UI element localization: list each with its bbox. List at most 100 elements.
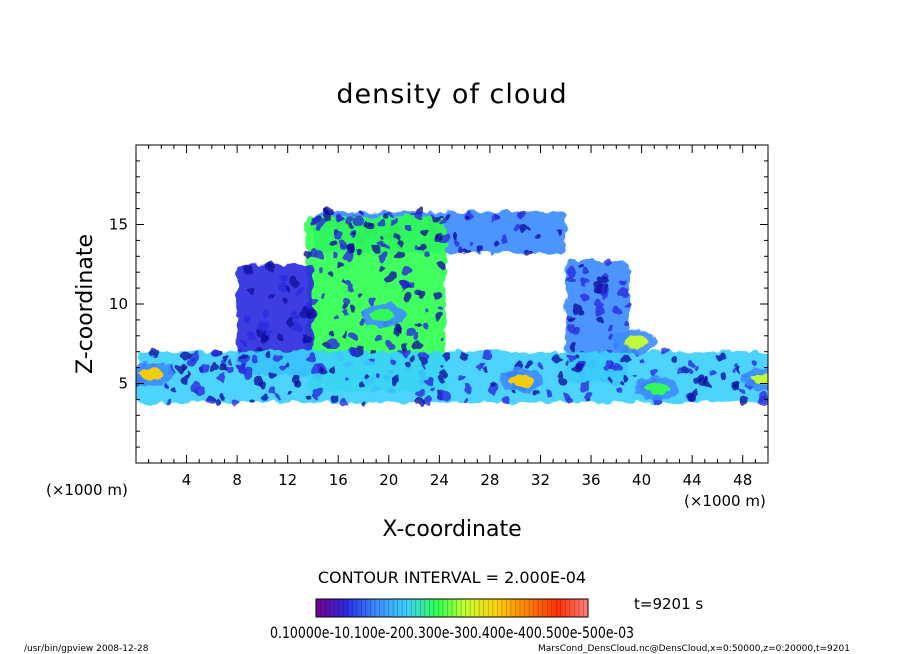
cloud-speckle — [453, 239, 461, 247]
cloud-speckle — [510, 390, 517, 396]
cloud-speckle — [458, 246, 465, 253]
cloud-speckle — [200, 362, 210, 373]
cloud-speckle — [394, 324, 404, 335]
cloud-speckle — [608, 349, 613, 354]
cloud-speckle — [416, 242, 423, 250]
cloud-speckle — [179, 363, 188, 372]
cloud-speckle — [393, 332, 399, 338]
x-tick-label: 4 — [182, 471, 192, 489]
cloud-speckle — [311, 219, 317, 224]
cloud-speckle — [265, 353, 271, 359]
cloud-speckle — [415, 389, 424, 398]
cloud-speckle — [418, 351, 427, 360]
cloud-speckle — [243, 265, 253, 275]
colorbar-stripes — [320, 600, 584, 616]
cloud-speckle — [393, 234, 400, 241]
cloud-speckle — [300, 308, 310, 319]
cloud-speckle — [229, 359, 234, 365]
cloud-speckle — [328, 330, 335, 337]
cloud-speckle — [466, 249, 471, 254]
cloud-speckle — [533, 391, 539, 396]
cloud-speckle — [524, 361, 531, 368]
cloud-speckle — [318, 367, 323, 372]
cloud-speckle — [580, 291, 590, 302]
cloud-speckle — [236, 363, 246, 372]
cloud-speckle — [390, 359, 397, 366]
x-unit-right: (×1000 m) — [684, 492, 766, 510]
cloud-speckle — [425, 376, 434, 385]
cloud-speckle — [564, 361, 569, 366]
cloud-speckle — [516, 212, 525, 221]
cloud-speckle — [457, 372, 466, 381]
cloud-speckle — [206, 397, 214, 405]
cloud-speckle — [345, 243, 356, 254]
cloud-speckle — [613, 363, 623, 372]
cloud-speckle — [407, 329, 414, 336]
cloud-speckle — [247, 332, 256, 340]
cloud-speckle — [394, 250, 405, 261]
high-density-core-center — [139, 367, 164, 380]
high-density-core-center — [750, 372, 768, 385]
cloud-speckle — [686, 392, 697, 403]
cloud-speckle — [596, 306, 605, 315]
cloud-speckle — [691, 389, 697, 395]
cloud-speckle — [307, 395, 313, 400]
cloud-speckle — [338, 239, 348, 250]
cloud-region-left-tower — [237, 264, 313, 376]
cloud-speckle — [422, 322, 431, 331]
cloud-speckle — [321, 212, 332, 222]
high-density-cores-layer — [136, 303, 768, 401]
cloud-speckle — [167, 398, 174, 404]
cloud-speckle — [489, 383, 495, 389]
cloud-speckle — [433, 290, 442, 300]
cloud-speckle — [650, 368, 658, 377]
cloud-speckle — [429, 387, 435, 393]
cloud-speckle — [315, 250, 325, 260]
cloud-speckle — [380, 233, 385, 239]
cloud-speckle — [290, 310, 300, 320]
cloud-speckle — [566, 275, 575, 284]
cloud-speckle — [386, 273, 397, 284]
cloud-speckle — [493, 241, 500, 248]
colorbar-labels: 0.10000e-10.100e-200.300e-300.400e-400.5… — [270, 623, 634, 642]
cloud-speckle — [397, 239, 403, 246]
cloud-speckle — [187, 359, 196, 367]
cloud-speckle — [584, 391, 592, 400]
cloud-speckle — [567, 323, 577, 333]
cloud-speckle — [597, 275, 608, 286]
cloud-speckle — [261, 393, 269, 401]
cloud-speckle — [390, 217, 398, 225]
cloud-speckle — [568, 314, 575, 321]
cloud-speckle — [440, 215, 449, 225]
cloud-speckle — [567, 267, 576, 277]
cloud-speckle — [424, 307, 430, 313]
cloud-speckle — [247, 287, 256, 296]
cloud-speckle — [624, 374, 630, 381]
cloud-speckle — [567, 395, 576, 404]
cloud-speckle — [676, 367, 685, 376]
cloud-speckle — [172, 388, 177, 394]
cloud-speckle — [339, 397, 349, 407]
cloud-speckle — [243, 313, 251, 322]
axis-ticks — [136, 145, 768, 463]
cloud-speckle — [303, 335, 312, 343]
cloud-speckle — [212, 398, 220, 405]
x-tick-label: 12 — [278, 471, 297, 489]
cloud-speckle — [376, 239, 384, 247]
cloud-speckle — [270, 371, 277, 378]
cloud-speckle — [278, 363, 287, 371]
cloud-speckle — [557, 378, 566, 387]
x-tick-label: 32 — [531, 471, 550, 489]
cloud-speckle — [392, 376, 400, 384]
cloud-speckle — [483, 366, 489, 372]
cloud-speckle — [442, 351, 451, 361]
cloud-speckle — [219, 394, 226, 401]
cloud-speckle — [437, 304, 443, 310]
time-label: t=9201 s — [634, 595, 703, 613]
cloud-speckle — [278, 282, 288, 293]
cloud-speckle — [592, 283, 602, 293]
cloud-speckle — [415, 323, 421, 329]
cloud-speckle — [218, 374, 226, 382]
cloud-speckle — [468, 239, 475, 246]
